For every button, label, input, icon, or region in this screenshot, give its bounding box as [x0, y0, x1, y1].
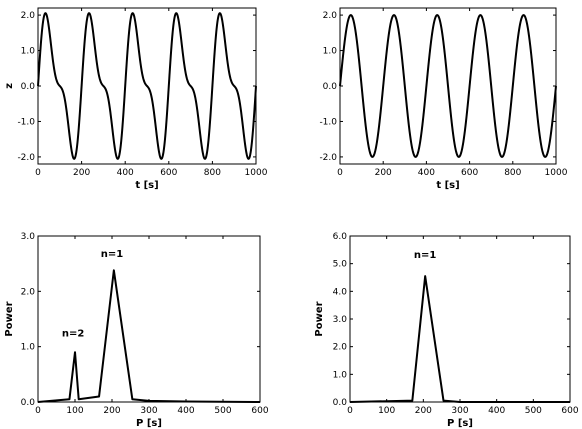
x-tick-label: 800 [204, 168, 221, 178]
y-axis-label: Power [314, 301, 325, 336]
y-tick-label: -2.0 [17, 153, 35, 163]
x-tick-label: 200 [375, 168, 392, 178]
y-tick-label: -1.0 [17, 117, 35, 127]
x-axis-label: P [s] [136, 418, 162, 429]
x-axis-label: t [s] [135, 180, 158, 191]
y-tick-label: 0.0 [333, 398, 348, 408]
y-tick-label: 6.0 [333, 232, 348, 242]
y-tick-label: 0.0 [21, 398, 36, 408]
x-tick-label: 300 [140, 406, 157, 416]
series-line [37, 269, 261, 403]
x-tick-label: 200 [73, 168, 90, 178]
y-tick-label: -1.0 [319, 117, 337, 127]
y-tick-label: 3.0 [21, 232, 36, 242]
x-tick-label: 600 [251, 406, 268, 416]
peak-annotation: n=1 [414, 250, 436, 261]
y-axis-label: Power [4, 301, 15, 336]
y-tick-label: 3.0 [333, 315, 348, 325]
plot-frame [349, 235, 571, 403]
panel-bottom-right-power-vs-period: 0 100 200 300 400 500 600 0.0 1.0 2.0 3.0 4.0 5.0 6.0… [314, 232, 579, 429]
y-tick-label: -2.0 [319, 153, 337, 163]
peak-annotation: n=2 [62, 329, 84, 340]
x-axis-label: P [s] [447, 418, 473, 429]
y-tick-label: 0.0 [323, 82, 338, 92]
series-line [37, 12, 257, 160]
y-axis-label: z [4, 83, 15, 89]
x-tick-label: 200 [415, 406, 432, 416]
y-tick-label: 2.0 [21, 11, 36, 21]
x-tick-label: 400 [488, 406, 505, 416]
y-tick-label: 1.0 [21, 343, 36, 353]
peak-annotation: n=1 [101, 249, 123, 260]
x-tick-label: 0 [35, 406, 41, 416]
x-tick-label: 500 [525, 406, 542, 416]
x-tick-label: 0 [347, 406, 353, 416]
y-tick-label: 2.0 [333, 343, 348, 353]
x-tick-label: 600 [561, 406, 578, 416]
x-tick-label: 0 [337, 168, 343, 178]
x-tick-label: 100 [378, 406, 395, 416]
x-tick-label: 600 [461, 168, 478, 178]
series-line [339, 14, 557, 158]
y-tick-label: 1.0 [21, 47, 36, 57]
series-line [349, 275, 570, 403]
x-tick-label: 600 [160, 168, 177, 178]
panel-bottom-left-power-vs-period: 0 100 200 300 400 500 600 0.0 1.0 2.0 3.0 P [s] Powe… [4, 232, 269, 429]
y-tick-label: 1.0 [333, 370, 348, 380]
x-tick-label: 400 [418, 168, 435, 178]
y-tick-label: 0.0 [21, 82, 36, 92]
y-tick-label: 2.0 [323, 11, 338, 21]
y-tick-label: 4.0 [333, 287, 348, 297]
panel-top-right-z-vs-t: 0 200 400 600 800 1000 -2.0 -1.0 0.0 1.0 2.0 t [s] [319, 7, 568, 191]
x-tick-label: 800 [504, 168, 521, 178]
x-tick-label: 500 [214, 406, 231, 416]
x-axis-label: t [s] [436, 180, 459, 191]
x-tick-label: 200 [103, 406, 120, 416]
x-tick-label: 400 [117, 168, 134, 178]
y-tick-label: 5.0 [333, 260, 348, 270]
x-tick-label: 400 [177, 406, 194, 416]
x-tick-label: 1000 [545, 168, 568, 178]
x-tick-label: 1000 [245, 168, 268, 178]
y-tick-label: 1.0 [323, 47, 338, 57]
x-tick-label: 300 [451, 406, 468, 416]
panel-top-left-z-vs-t: 0 200 400 600 800 1000 -2.0 -1.0 0.0 1.0 2.0 t [s] z [4, 7, 268, 191]
y-tick-label: 2.0 [21, 287, 36, 297]
x-tick-label: 0 [35, 168, 41, 178]
x-tick-label: 100 [66, 406, 83, 416]
